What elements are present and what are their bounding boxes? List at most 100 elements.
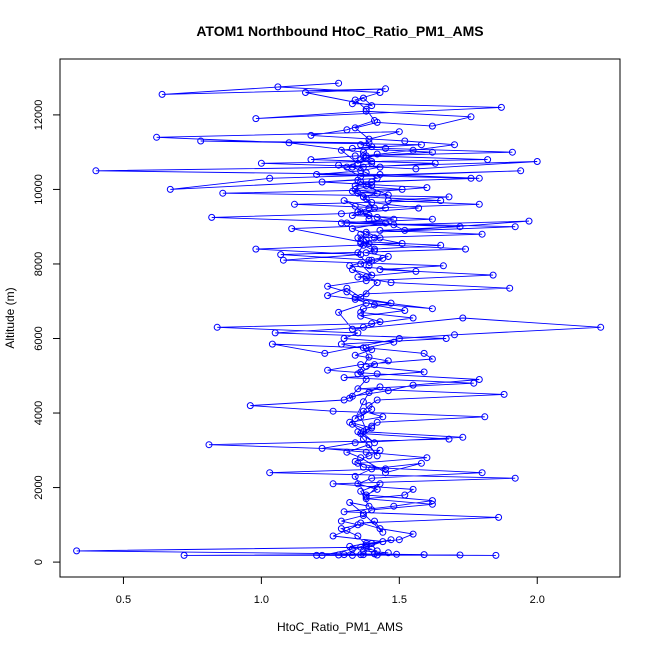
data-point (384, 357, 392, 365)
data-point (437, 241, 445, 249)
data-point (307, 156, 315, 164)
data-point (368, 545, 376, 553)
data-point (359, 94, 367, 102)
data-point (470, 379, 478, 387)
data-point (359, 551, 367, 559)
data-point (420, 368, 428, 376)
data-point (373, 370, 381, 378)
data-point (208, 213, 216, 221)
data-point (365, 215, 373, 223)
y-tick-label: 8000 (33, 252, 45, 276)
data-point (337, 517, 345, 525)
data-point (445, 193, 453, 201)
data-point (409, 146, 417, 154)
data-point (197, 137, 205, 145)
data-point (368, 474, 376, 482)
data-point (266, 469, 274, 477)
data-point (445, 435, 453, 443)
data-point (213, 323, 221, 331)
data-point (351, 458, 359, 465)
data-point (511, 474, 519, 482)
data-point (368, 320, 376, 328)
data-point (379, 413, 387, 421)
data-point (362, 495, 370, 503)
data-point (359, 512, 367, 519)
data-point (92, 167, 100, 175)
data-point (357, 308, 365, 316)
data-point (362, 228, 370, 236)
data-point (417, 141, 425, 149)
data-point (362, 105, 370, 113)
data-point (390, 502, 398, 510)
data-point (279, 256, 287, 264)
data-point (351, 294, 359, 301)
data-point (415, 204, 423, 212)
data-point (346, 499, 354, 506)
data-point (401, 137, 409, 145)
data-point (359, 547, 367, 555)
data-point (351, 185, 359, 193)
data-point (373, 452, 381, 460)
data-point (357, 141, 365, 149)
data-point (354, 273, 362, 281)
data-point (401, 307, 409, 314)
data-point (451, 141, 458, 149)
data-point (340, 197, 348, 205)
data-point (511, 223, 519, 231)
data-point (420, 551, 428, 559)
data-point (337, 146, 345, 154)
data-point (373, 279, 381, 287)
data-point (481, 413, 489, 421)
data-point (357, 156, 365, 164)
data-point (371, 361, 378, 369)
data-point (365, 212, 373, 219)
data-point (478, 230, 486, 238)
y-axis: 0 2000 4000 6000 8000 10000 12000 (33, 100, 61, 565)
data-point (373, 150, 381, 158)
data-point (348, 225, 356, 233)
data-point (368, 199, 376, 206)
data-point (346, 418, 354, 426)
data-point (376, 525, 384, 533)
data-point (517, 167, 525, 175)
data-point (376, 226, 384, 234)
y-tick-label: 6000 (33, 326, 45, 350)
data-point (387, 536, 395, 544)
data-point (351, 96, 359, 104)
data-point (357, 240, 365, 247)
data-point (257, 159, 265, 167)
data-point (506, 284, 514, 292)
data-point (362, 376, 370, 383)
data-point (373, 189, 381, 197)
data-point (382, 219, 389, 227)
data-point (401, 491, 409, 499)
data-point (428, 215, 436, 223)
data-point (362, 299, 370, 307)
data-point (346, 542, 354, 550)
data-point (376, 89, 384, 96)
data-point (359, 407, 367, 415)
data-point (166, 185, 174, 193)
data-point (335, 551, 343, 559)
data-point (371, 439, 378, 447)
data-point (467, 113, 475, 121)
chart-title: ATOM1 Northbound HtoC_Ratio_PM1_AMS (196, 23, 483, 39)
data-point (365, 240, 373, 247)
x-axis-label: HtoC_Ratio_PM1_AMS (277, 620, 403, 634)
data-point (351, 152, 359, 160)
data-point (373, 485, 381, 493)
data-point (357, 260, 365, 268)
data-point (359, 435, 367, 443)
data-point (495, 513, 503, 521)
y-tick-label: 4000 (33, 401, 45, 425)
data-point (368, 178, 376, 186)
data-point (351, 472, 359, 480)
data-point (362, 152, 370, 160)
data-point (351, 182, 359, 190)
data-point (376, 480, 384, 488)
data-point (362, 107, 370, 115)
data-point (373, 418, 381, 426)
data-point (313, 551, 321, 559)
data-point (357, 238, 365, 246)
data-point (384, 549, 392, 557)
